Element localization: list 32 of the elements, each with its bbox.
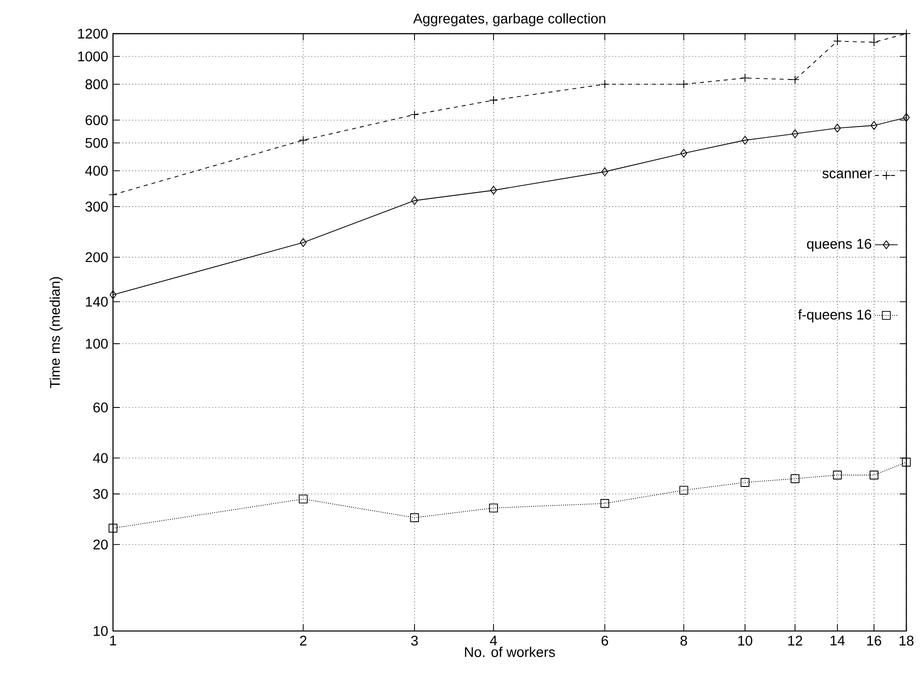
legend-label: scanner — [822, 170, 872, 178]
x-tick-label: 16 — [867, 636, 882, 646]
y-tick-label: 200 — [86, 252, 108, 262]
y-tick-label: 500 — [86, 138, 108, 148]
y-tick-label: 400 — [85, 166, 108, 176]
y-tick-label: 800 — [86, 79, 108, 90]
y-tick-label: 100 — [86, 338, 108, 349]
y-tick-label: 1000 — [78, 51, 108, 62]
x-tick-label: 4 — [490, 636, 497, 646]
y-tick-label: 20 — [93, 540, 108, 550]
y-tick-label: 140 — [86, 296, 108, 307]
legend-label: queens 16 — [807, 238, 872, 252]
y-tick-label: 40 — [93, 453, 108, 463]
x-tick-label: 14 — [830, 636, 845, 646]
chart-title: Aggregates, garbage collection — [413, 13, 606, 26]
y-tick-label: 1200 — [78, 28, 108, 39]
y-tick-label: 10 — [94, 626, 108, 636]
x-tick-label: 1 — [110, 636, 116, 646]
legend-label: f-queens 16 — [798, 309, 872, 322]
x-tick-label: 3 — [411, 636, 418, 646]
y-axis-title: Time ms (median) — [50, 277, 63, 388]
y-tick-label: 60 — [93, 402, 108, 412]
y-tick-label: 600 — [86, 115, 108, 126]
x-tick-label: 8 — [680, 636, 688, 646]
x-tick-label: 6 — [602, 636, 608, 646]
x-tick-label: 10 — [738, 636, 752, 646]
y-tick-label: 300 — [85, 202, 108, 212]
y-tick-label: 30 — [93, 488, 108, 499]
x-tick-label: 18 — [900, 636, 914, 646]
x-tick-label: 2 — [300, 636, 306, 646]
x-axis-title: No. of workers — [465, 646, 555, 658]
x-tick-label: 12 — [788, 636, 802, 646]
